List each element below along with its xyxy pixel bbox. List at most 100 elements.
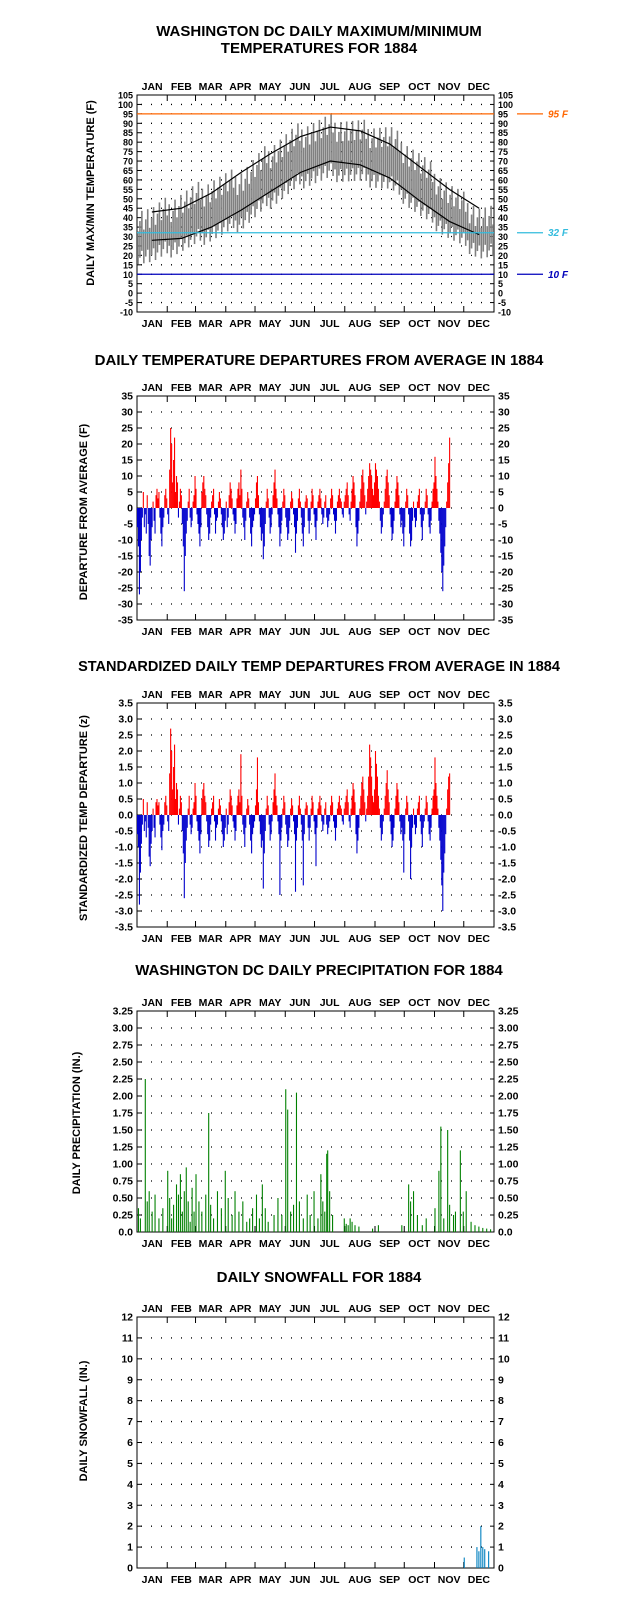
month-label-bottom: JAN <box>142 1574 163 1586</box>
y-tick-label-left: 2.00 <box>113 1091 134 1103</box>
month-label-bottom: FEB <box>171 318 192 330</box>
plot-frame <box>136 94 495 313</box>
y-tick-label-left: 5 <box>127 487 133 499</box>
y-tick-label-right: 80 <box>498 138 508 148</box>
y-tick-label-left: -10 <box>118 535 133 547</box>
month-label-top: DEC <box>468 1303 491 1315</box>
y-tick-label-right: 3 <box>498 1500 504 1512</box>
y-tick-label-left: 7 <box>127 1416 133 1428</box>
y-tick-label-right: 30 <box>498 407 510 419</box>
month-label-bottom: MAY <box>259 1574 281 1586</box>
y-tick-label-left: 15 <box>121 455 133 467</box>
month-label-top: JAN <box>142 689 163 701</box>
month-label-top: DEC <box>468 997 491 1009</box>
month-label-bottom: OCT <box>408 626 431 638</box>
y-tick-label-left: 0.5 <box>118 794 133 806</box>
y-tick-label-right: 100 <box>498 100 513 110</box>
y-tick-label-left: 12 <box>121 1312 133 1324</box>
month-label-bottom: AUG <box>348 933 371 945</box>
month-label-top: JUN <box>289 81 310 93</box>
y-tick-label-right: 6 <box>498 1437 504 1449</box>
y-tick-label-right: -30 <box>498 599 513 611</box>
y-tick-label-left: 2.5 <box>118 730 133 742</box>
month-label-top: FEB <box>171 81 192 93</box>
month-label-top: JUL <box>320 1303 340 1315</box>
y-tick-label-right: 1.75 <box>498 1108 519 1120</box>
y-tick-label-right: 35 <box>498 223 508 233</box>
y-tick-label-right: -10 <box>498 308 511 318</box>
y-tick-label-left: 2.0 <box>118 746 133 758</box>
y-tick-label-right: 65 <box>498 166 508 176</box>
y-tick-label-left: 1.25 <box>113 1142 134 1154</box>
month-label-top: SEP <box>379 81 400 93</box>
month-label-top: OCT <box>408 1303 431 1315</box>
y-tick-label-right: 75 <box>498 147 508 157</box>
y-tick-label-left: -25 <box>118 583 133 595</box>
precip-bars <box>137 1079 492 1232</box>
y-tick-label-left: 5 <box>127 1458 133 1470</box>
y-tick-label-right: -1.0 <box>498 842 516 854</box>
y-tick-label-right: 30 <box>498 232 508 242</box>
y-tick-label-left: -3.5 <box>115 922 133 934</box>
month-label-bottom: NOV <box>438 933 461 945</box>
y-tick-label-right: 2.50 <box>498 1057 519 1069</box>
y-tick-label-left: 95 <box>123 109 133 119</box>
month-label-bottom: APR <box>229 1574 252 1586</box>
month-label-top: AUG <box>348 382 371 394</box>
y-tick-label-right: 12 <box>498 1312 510 1324</box>
month-label-top: DEC <box>468 81 491 93</box>
y-tick-label-left: 100 <box>118 100 133 110</box>
month-label-bottom: NOV <box>438 1238 461 1250</box>
y-tick-label-left: -1.5 <box>115 858 133 870</box>
y-tick-label-right: 0 <box>498 289 503 299</box>
y-tick-label-left: 1.50 <box>113 1125 134 1137</box>
y-tick-label-left: 20 <box>121 439 133 451</box>
month-label-top: FEB <box>171 689 192 701</box>
month-label-top: AUG <box>348 689 371 701</box>
y-tick-label-right: 9 <box>498 1374 504 1386</box>
y-tick-label-right: 45 <box>498 204 508 214</box>
y-tick-label-left: 1.00 <box>113 1159 134 1171</box>
y-tick-label-left: 60 <box>123 175 133 185</box>
y-tick-label-right: 85 <box>498 128 508 138</box>
y-tick-label-left: 4 <box>127 1479 133 1491</box>
y-tick-label-left: -5 <box>124 519 133 531</box>
month-label-bottom: OCT <box>408 1238 431 1250</box>
y-tick-label-left: 0.75 <box>113 1176 134 1188</box>
y-tick-label-left: -2.0 <box>115 874 133 886</box>
y-tick-label-left: 10 <box>123 270 133 280</box>
month-label-bottom: JUN <box>289 1574 310 1586</box>
y-tick-label-left: 30 <box>121 407 133 419</box>
month-label-top: JUN <box>289 382 310 394</box>
month-label-bottom: JUL <box>320 318 340 330</box>
y-tick-label-left: -2.5 <box>115 890 133 902</box>
y-tick-label-left: -35 <box>118 615 133 627</box>
month-label-bottom: JUL <box>320 1238 340 1250</box>
month-label-bottom: MAR <box>199 1574 223 1586</box>
month-label-bottom: JAN <box>142 626 163 638</box>
y-tick-label-left: 75 <box>123 147 133 157</box>
month-label-top: AUG <box>348 1303 371 1315</box>
y-tick-label-right: -15 <box>498 551 513 563</box>
month-label-top: APR <box>229 689 252 701</box>
y-tick-label-left: 0.0 <box>118 1227 133 1239</box>
y-tick-label-left: 0.25 <box>113 1210 134 1222</box>
month-label-top: SEP <box>379 382 400 394</box>
y-tick-label-left: 40 <box>123 213 133 223</box>
y-tick-label-left: 25 <box>121 423 133 435</box>
y-tick-label-left: 2 <box>127 1521 133 1533</box>
y-tick-label-left: 0 <box>127 503 133 515</box>
month-label-bottom: APR <box>229 626 252 638</box>
month-label-bottom: FEB <box>171 1574 192 1586</box>
y-tick-label-right: 0.5 <box>498 794 513 806</box>
reference-label: 95 F <box>548 109 569 120</box>
month-label-bottom: JUL <box>320 1574 340 1586</box>
month-label-bottom: OCT <box>408 318 431 330</box>
month-label-top: JUN <box>289 1303 310 1315</box>
month-label-top: SEP <box>379 1303 400 1315</box>
y-tick-label-right: -25 <box>498 583 513 595</box>
y-tick-label-left: -3.0 <box>115 906 133 918</box>
month-label-bottom: FEB <box>171 626 192 638</box>
month-label-top: APR <box>229 382 252 394</box>
month-label-top: SEP <box>379 997 400 1009</box>
